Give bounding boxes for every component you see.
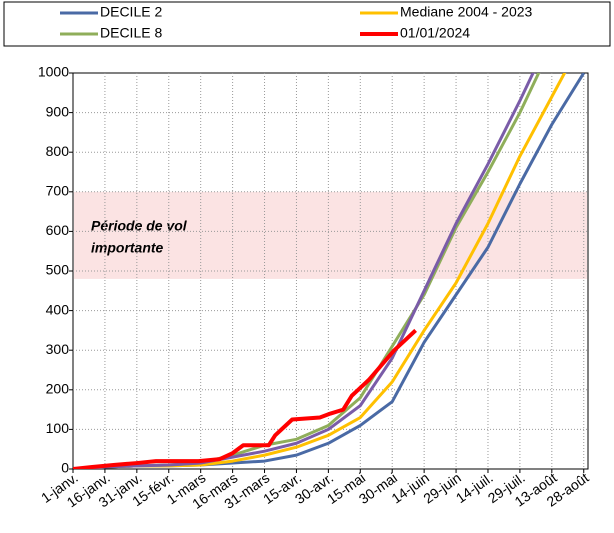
legend-label: 01/01/2024 (400, 25, 470, 41)
y-tick-label: 300 (46, 341, 70, 357)
y-tick-label: 400 (46, 301, 70, 317)
y-tick-label: 200 (46, 381, 70, 397)
highlight-band (74, 191, 587, 279)
series-line (73, 73, 535, 469)
plot-lines (73, 73, 586, 469)
legend-box (3, 1, 611, 47)
highlight-label: Période de vol (91, 218, 188, 234)
y-tick-label: 600 (46, 222, 70, 238)
y-tick-label: 700 (46, 183, 70, 199)
y-tick-label: 800 (46, 143, 70, 159)
y-tick-label: 500 (46, 262, 70, 278)
y-tick-label: 0 (61, 460, 69, 476)
legend-label: DECILE 2 (100, 4, 162, 20)
y-tick-label: 1000 (38, 64, 69, 80)
y-tick-label: 100 (46, 420, 70, 436)
legend-label: DECILE 8 (100, 25, 162, 41)
legend-label: Mediane 2004 - 2023 (400, 4, 533, 20)
series-line (73, 328, 417, 469)
y-tick-label: 900 (46, 103, 70, 119)
highlight-label: importante (91, 240, 164, 256)
